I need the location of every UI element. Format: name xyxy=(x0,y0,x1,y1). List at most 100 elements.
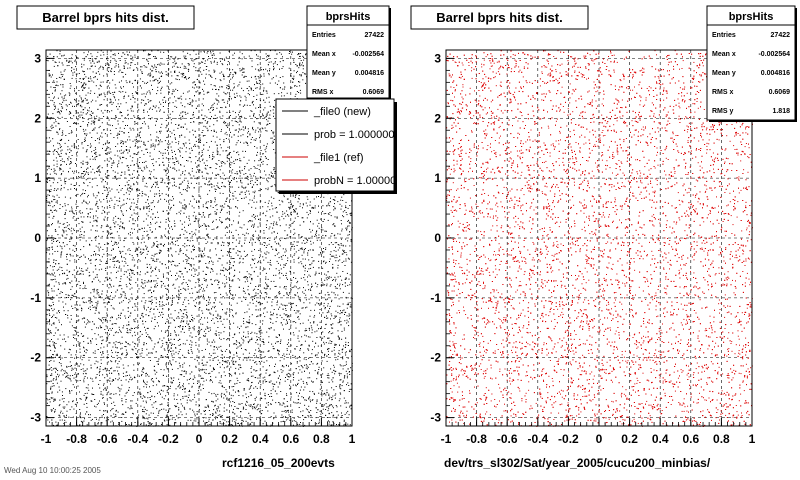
data-point xyxy=(90,340,92,342)
data-point xyxy=(252,100,254,102)
data-point xyxy=(156,241,158,242)
data-point xyxy=(195,282,197,284)
data-point xyxy=(134,54,136,56)
data-point xyxy=(226,278,228,280)
data-point xyxy=(229,161,231,163)
data-point xyxy=(103,198,105,200)
data-point xyxy=(176,66,178,68)
data-point xyxy=(212,413,214,414)
data-point xyxy=(77,341,79,343)
data-point xyxy=(145,285,146,287)
data-point xyxy=(295,420,297,422)
data-point xyxy=(223,361,225,363)
data-point xyxy=(80,111,82,113)
data-point xyxy=(99,281,101,283)
data-point xyxy=(116,135,118,136)
data-point xyxy=(239,279,241,281)
data-point xyxy=(178,79,180,81)
data-point xyxy=(231,405,232,407)
data-point xyxy=(169,388,171,389)
data-point xyxy=(270,223,272,225)
data-point xyxy=(328,354,329,355)
data-point xyxy=(196,355,198,357)
data-point xyxy=(258,122,260,124)
data-point xyxy=(75,376,77,378)
data-point xyxy=(303,252,305,254)
data-point xyxy=(350,240,352,242)
data-point xyxy=(68,416,70,418)
data-point xyxy=(179,357,181,359)
data-point xyxy=(258,382,259,384)
data-point xyxy=(48,216,50,218)
data-point xyxy=(139,335,141,337)
data-point xyxy=(298,256,300,258)
data-point xyxy=(143,293,145,295)
data-point xyxy=(281,414,283,416)
data-point xyxy=(303,56,305,58)
data-point xyxy=(249,134,251,136)
data-point xyxy=(94,65,96,67)
data-point xyxy=(206,92,208,94)
data-point xyxy=(70,380,72,382)
data-point xyxy=(187,186,189,188)
data-point xyxy=(120,278,122,280)
data-point xyxy=(272,208,274,210)
data-point xyxy=(248,424,250,426)
data-point xyxy=(129,127,131,129)
data-point xyxy=(117,172,119,174)
data-point xyxy=(259,332,261,333)
data-point xyxy=(206,286,208,288)
data-point xyxy=(52,138,54,140)
data-point xyxy=(201,359,203,361)
data-point xyxy=(57,424,58,426)
data-point xyxy=(307,319,309,321)
data-point xyxy=(110,197,112,199)
data-point xyxy=(293,228,295,230)
data-point xyxy=(299,402,301,404)
data-point xyxy=(179,192,181,194)
data-point xyxy=(90,166,91,168)
data-point xyxy=(244,256,246,257)
data-point xyxy=(161,281,163,283)
data-point xyxy=(143,117,145,119)
data-point xyxy=(315,354,317,356)
data-point xyxy=(199,93,201,95)
data-point xyxy=(204,83,206,85)
data-point xyxy=(62,133,64,135)
data-point xyxy=(218,346,220,348)
data-point xyxy=(260,94,262,95)
data-point xyxy=(201,73,203,75)
data-point xyxy=(258,285,259,287)
data-point xyxy=(160,92,162,94)
data-point xyxy=(243,331,245,333)
data-point xyxy=(226,308,228,310)
data-point xyxy=(78,100,80,102)
data-point xyxy=(244,242,245,244)
data-point xyxy=(114,332,116,334)
data-point xyxy=(54,367,56,369)
data-point xyxy=(188,394,190,396)
data-point xyxy=(261,69,263,71)
data-point xyxy=(316,330,318,332)
data-point xyxy=(57,153,59,155)
data-point xyxy=(46,376,48,378)
data-point xyxy=(248,80,250,82)
data-point xyxy=(288,339,289,341)
data-point xyxy=(61,357,63,359)
data-point xyxy=(155,139,157,141)
data-point xyxy=(189,320,191,322)
data-point xyxy=(127,95,129,97)
data-point xyxy=(63,223,65,225)
data-point xyxy=(341,205,343,207)
data-point xyxy=(134,327,135,329)
data-point xyxy=(285,305,286,307)
data-point xyxy=(57,85,59,87)
data-point xyxy=(258,70,260,72)
data-point xyxy=(91,329,93,331)
data-point xyxy=(190,332,192,334)
data-point xyxy=(284,355,286,357)
data-point xyxy=(152,406,154,408)
data-point xyxy=(133,320,135,322)
data-point xyxy=(128,167,130,169)
data-point xyxy=(250,423,252,425)
